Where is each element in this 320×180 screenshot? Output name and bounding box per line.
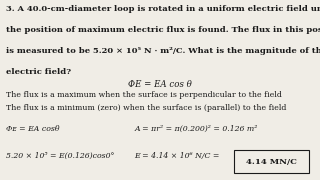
Text: Φᴇ = EA cosθ: Φᴇ = EA cosθ <box>6 125 60 133</box>
Text: A = πr² = π(0.200)² = 0.126 m²: A = πr² = π(0.200)² = 0.126 m² <box>134 125 258 133</box>
Text: 4.14 MN/C: 4.14 MN/C <box>246 158 297 166</box>
Text: electric field?: electric field? <box>6 68 72 75</box>
Text: the position of maximum electric flux is found. The flux in this position: the position of maximum electric flux is… <box>6 26 320 34</box>
Text: The flux is a maximum when the surface is perpendicular to the field: The flux is a maximum when the surface i… <box>6 91 282 99</box>
Text: The flux is a minimum (zero) when the surface is (parallel) to the field: The flux is a minimum (zero) when the su… <box>6 103 287 111</box>
Text: ΦE = EA cos θ: ΦE = EA cos θ <box>128 80 192 89</box>
Text: E = 4.14 × 10⁶ N/C =: E = 4.14 × 10⁶ N/C = <box>134 152 222 160</box>
FancyBboxPatch shape <box>234 150 309 173</box>
Text: is measured to be 5.20 × 10⁵ N · m²/C. What is the magnitude of the: is measured to be 5.20 × 10⁵ N · m²/C. W… <box>6 47 320 55</box>
Text: 5.20 × 10⁵ = E(0.126)cos0°: 5.20 × 10⁵ = E(0.126)cos0° <box>6 152 115 160</box>
Text: 3. A 40.0-cm-diameter loop is rotated in a uniform electric field until: 3. A 40.0-cm-diameter loop is rotated in… <box>6 5 320 13</box>
